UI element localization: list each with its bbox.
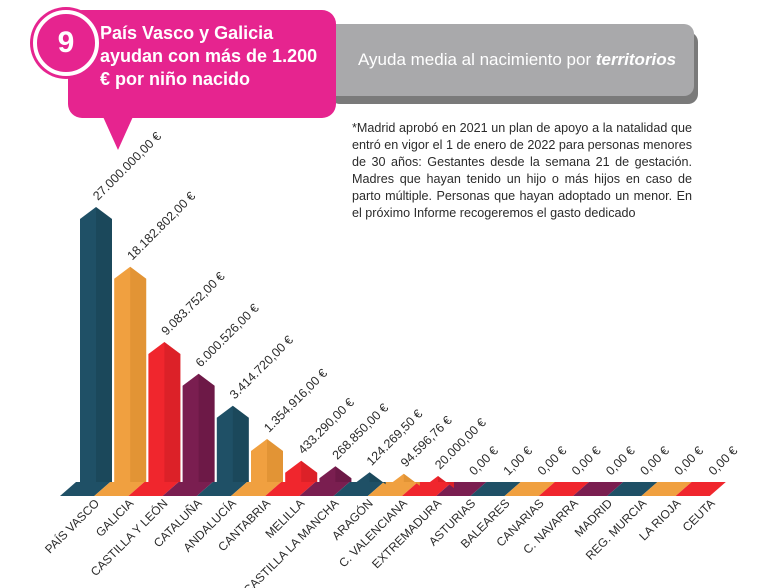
bar-base-10 xyxy=(402,482,453,496)
bar-base-14 xyxy=(538,482,589,496)
bar-base-1 xyxy=(94,482,145,496)
bar-6 xyxy=(285,460,318,482)
bar-1 xyxy=(114,266,147,482)
section-number: 9 xyxy=(57,26,75,59)
bar-0 xyxy=(80,207,112,482)
bar-base-6 xyxy=(265,482,316,496)
value-label-17: 0,00 € xyxy=(672,444,707,479)
bar-2 xyxy=(148,342,181,482)
headline-pointer xyxy=(100,110,136,150)
value-label-2: 9.083.752,00 € xyxy=(159,269,228,338)
bar-8 xyxy=(353,472,386,485)
value-label-16: 0,00 € xyxy=(637,444,672,479)
bar-base-9 xyxy=(367,482,418,496)
headline-title: País Vasco y Galicia ayudan con más de 1… xyxy=(100,23,318,89)
subtitle-prefix: Ayuda media al nacimiento por xyxy=(358,50,596,69)
value-label-11: 0,00 € xyxy=(466,444,501,479)
bar-base-4 xyxy=(196,482,247,496)
bar-10 xyxy=(422,476,454,488)
bar-5 xyxy=(251,438,283,482)
bar-base-0 xyxy=(60,482,111,496)
section-number-badge: 9 xyxy=(33,10,99,76)
value-label-18: 0,00 € xyxy=(706,444,741,479)
bar-base-3 xyxy=(162,482,213,496)
category-label-18: CEUTA xyxy=(680,496,718,534)
bar-7 xyxy=(319,466,352,482)
bar-base-11 xyxy=(436,482,487,496)
bar-base-15 xyxy=(573,482,624,496)
subtitle-emphasis: territorios xyxy=(595,50,677,69)
bar-base-7 xyxy=(299,482,350,496)
bar-base-17 xyxy=(641,482,692,496)
value-label-15: 0,00 € xyxy=(603,444,638,479)
headline-box xyxy=(68,10,336,118)
value-label-14: 0,00 € xyxy=(569,444,604,479)
bar-base-13 xyxy=(504,482,555,496)
bar-base-16 xyxy=(607,482,658,496)
value-label-12: 1,00 € xyxy=(501,444,536,479)
bar-base-12 xyxy=(470,482,521,496)
subtitle-box xyxy=(322,24,694,96)
category-label-0: PAÍS VASCO xyxy=(41,496,102,557)
value-label-4: 3.414.720,00 € xyxy=(227,333,296,402)
bar-base-18 xyxy=(675,482,726,496)
bar-base-5 xyxy=(231,482,282,496)
chart-subtitle: Ayuda media al nacimiento por territorio… xyxy=(358,50,676,70)
footnote: *Madrid aprobó en 2021 un plan de apoyo … xyxy=(352,121,692,220)
value-label-3: 6.000.526,00 € xyxy=(193,301,262,370)
value-label-1: 18.182.802,00 € xyxy=(124,189,198,263)
bar-9 xyxy=(387,473,420,486)
bar-base-8 xyxy=(333,482,384,496)
bar-3 xyxy=(182,373,215,482)
bar-4 xyxy=(216,405,249,482)
value-label-13: 0,00 € xyxy=(535,444,570,479)
bar-base-2 xyxy=(128,482,179,496)
